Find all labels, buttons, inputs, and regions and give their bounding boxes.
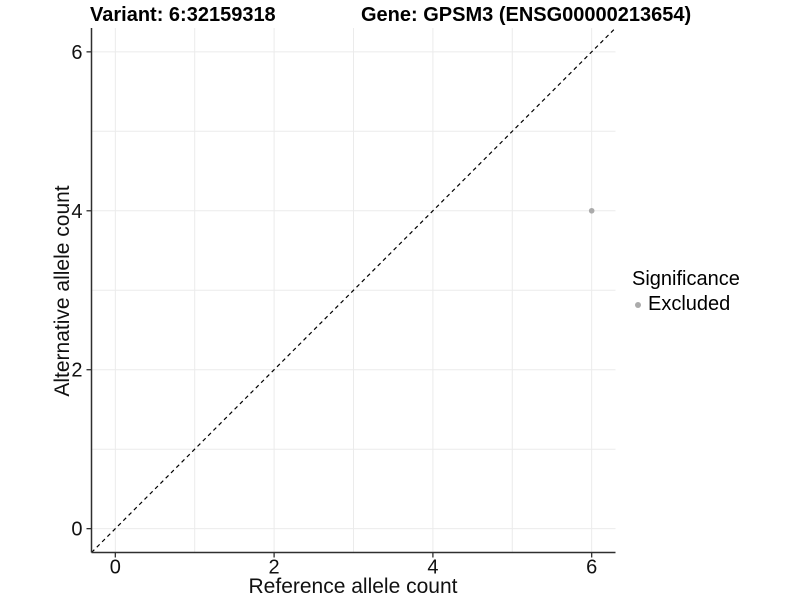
y-tick-label: 6	[71, 42, 82, 64]
x-tick-label: 6	[586, 557, 597, 579]
x-tick-label: 0	[110, 557, 121, 579]
x-tick-label: 2	[269, 557, 280, 579]
gene-title: Gene: GPSM3 (ENSG00000213654)	[361, 4, 692, 26]
legend-point-icon	[635, 301, 641, 308]
y-tick-label: 2	[71, 360, 82, 382]
legend: Significance Excluded	[632, 268, 740, 316]
y-tick-label: 0	[71, 519, 82, 541]
variant-title: Variant: 6:32159318	[90, 4, 276, 26]
legend-entry-excluded: Excluded	[632, 293, 740, 316]
data-point	[588, 207, 595, 214]
y-axis-title: Alternative allele count	[51, 185, 74, 397]
identity-line	[91, 27, 616, 553]
legend-title: Significance	[632, 268, 740, 290]
x-tick-label: 4	[427, 557, 438, 579]
legend-entry-label: Excluded	[648, 293, 731, 315]
y-tick-label: 4	[71, 201, 82, 223]
x-axis-title: Reference allele count	[248, 575, 458, 598]
